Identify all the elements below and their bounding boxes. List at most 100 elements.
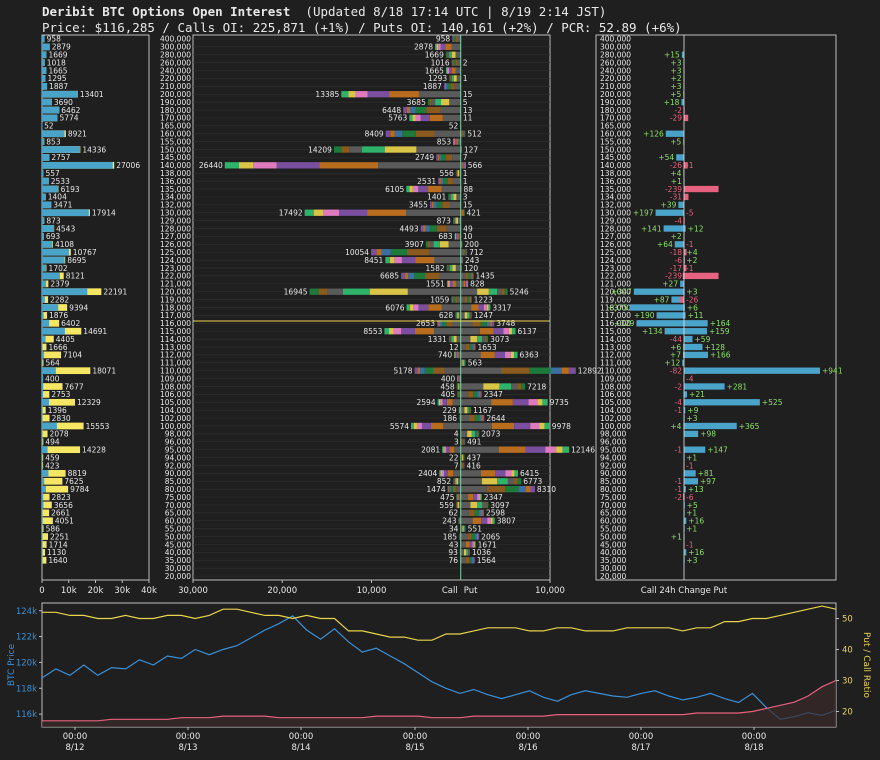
- put-expiry-bar: [460, 501, 471, 509]
- put-expiry-bar: [460, 320, 473, 327]
- call-expiry-bar: [452, 59, 454, 66]
- call-change-label: +126: [643, 130, 664, 139]
- call-axis-label: Call: [442, 586, 458, 596]
- call-oi-bar: [42, 185, 59, 193]
- call-oi-bar: [42, 130, 65, 138]
- call-expiry-bar: [454, 478, 457, 485]
- strike-label: 140,000: [160, 161, 191, 170]
- put-expiry-bar: [537, 399, 543, 406]
- put-change-bar: [684, 320, 708, 327]
- strike-label: 75,000: [165, 493, 191, 502]
- call-oi-label: 5574: [390, 422, 409, 431]
- strike-label: 20,000: [165, 572, 191, 581]
- call-expiry-bar: [455, 35, 458, 43]
- call-expiry-bar: [455, 233, 458, 240]
- strike-label-right: 128,000: [600, 224, 631, 233]
- call-oi-bar: [42, 154, 50, 161]
- call-expiry-bar: [458, 138, 461, 145]
- calls-oi-area: [42, 680, 836, 727]
- call-expiry-bar: [455, 280, 461, 287]
- put-expiry-bar: [499, 383, 511, 390]
- total-oi-bar: [42, 391, 50, 398]
- call-expiry-bar: [407, 288, 461, 295]
- put-change-label: -5: [686, 209, 694, 218]
- call-expiry-bar: [456, 193, 461, 201]
- strike-label-right: 94,000: [600, 453, 626, 462]
- call-oi-bar: [42, 169, 44, 177]
- strike-label-right: 104,000: [600, 406, 631, 415]
- call-expiry-bar: [430, 241, 434, 248]
- call-expiry-bar: [429, 98, 432, 106]
- strike-label: 280,000: [160, 51, 191, 60]
- call-expiry-bar: [452, 35, 454, 43]
- call-expiry-bar: [446, 154, 453, 161]
- call-expiry-bar: [458, 493, 460, 501]
- total-oi-label: 8819: [68, 469, 87, 478]
- put-expiry-bar: [462, 162, 464, 169]
- total-oi-label: 6193: [61, 185, 80, 194]
- call-expiry-bar: [406, 106, 411, 114]
- put-expiry-bar: [562, 367, 569, 374]
- call-oi-label: 5763: [388, 114, 407, 123]
- call-oi-label: 62: [449, 509, 459, 518]
- call-oi-bar: [42, 209, 89, 217]
- put-expiry-bar: [492, 517, 495, 524]
- total-oi-bar: [42, 430, 48, 438]
- call-expiry-bar: [418, 304, 429, 311]
- call-expiry-bar: [441, 470, 445, 477]
- put-oi-label: 566: [468, 161, 483, 170]
- put-expiry-bar: [460, 399, 492, 406]
- call-change-label: +134: [642, 327, 663, 336]
- put-change-label: +525: [762, 398, 783, 407]
- call-oi-label: 852: [437, 477, 452, 486]
- total-oi-label: 2753: [51, 390, 70, 399]
- put-expiry-bar: [503, 328, 509, 335]
- strike-label: 104,000: [160, 406, 191, 415]
- call-expiry-bar: [403, 106, 407, 114]
- put-expiry-bar: [470, 407, 472, 414]
- total-oi-label: 2823: [52, 493, 71, 502]
- call-expiry-bar: [458, 375, 460, 382]
- updated-timestamp: (Updated 8/18 17:14 UTC | 8/19 2:14 JST): [305, 4, 607, 19]
- put-oi-label: 1653: [478, 343, 497, 352]
- strike-label: 126,000: [160, 240, 191, 249]
- change-axis-label: Call 24h Change Put: [641, 586, 728, 596]
- call-oi-bar: [42, 240, 53, 248]
- call-expiry-bar: [454, 138, 455, 145]
- call-oi-label: 34: [449, 524, 459, 533]
- total-oi-label: 2078: [50, 430, 69, 439]
- call-expiry-bar: [447, 177, 453, 185]
- total-oi-label: 1404: [48, 193, 67, 202]
- x-tick-label: 8/18: [744, 743, 763, 753]
- call-expiry-bar: [456, 501, 458, 509]
- strike-label-right: 119,000: [600, 295, 631, 304]
- call-change-label: +3: [671, 82, 682, 91]
- put-expiry-bar: [463, 359, 465, 366]
- put-expiry-bar: [467, 533, 472, 540]
- put-expiry-bar: [482, 501, 486, 509]
- call-oi-label: 76: [449, 556, 459, 565]
- x-tick-label: 8/12: [65, 743, 84, 753]
- put-expiry-bar: [469, 414, 475, 422]
- call-change-bar: [633, 288, 684, 295]
- call-change-bar: [629, 304, 684, 311]
- put-expiry-bar: [462, 438, 464, 445]
- strike-label-right: 260,000: [600, 58, 631, 67]
- call-oi-label: 186: [443, 414, 458, 423]
- put-oi-label: 3317: [492, 303, 511, 312]
- call-change-label: -31: [670, 193, 682, 202]
- call-expiry-bar: [454, 138, 457, 145]
- call-oi-label: 12: [449, 343, 459, 352]
- put-expiry-bar: [469, 343, 473, 351]
- call-expiry-bar: [439, 272, 461, 280]
- call-expiry-bar: [447, 470, 454, 477]
- put-oi-label: 421: [467, 209, 482, 218]
- put-oi-label: 5: [463, 98, 468, 107]
- change-frame: [595, 34, 837, 581]
- put-expiry-bar: [460, 312, 465, 319]
- call-oi-bar: [42, 193, 46, 201]
- put-expiry-bar: [473, 493, 478, 501]
- total-oi-bar: [42, 351, 62, 359]
- total-oi-bar: [42, 462, 44, 469]
